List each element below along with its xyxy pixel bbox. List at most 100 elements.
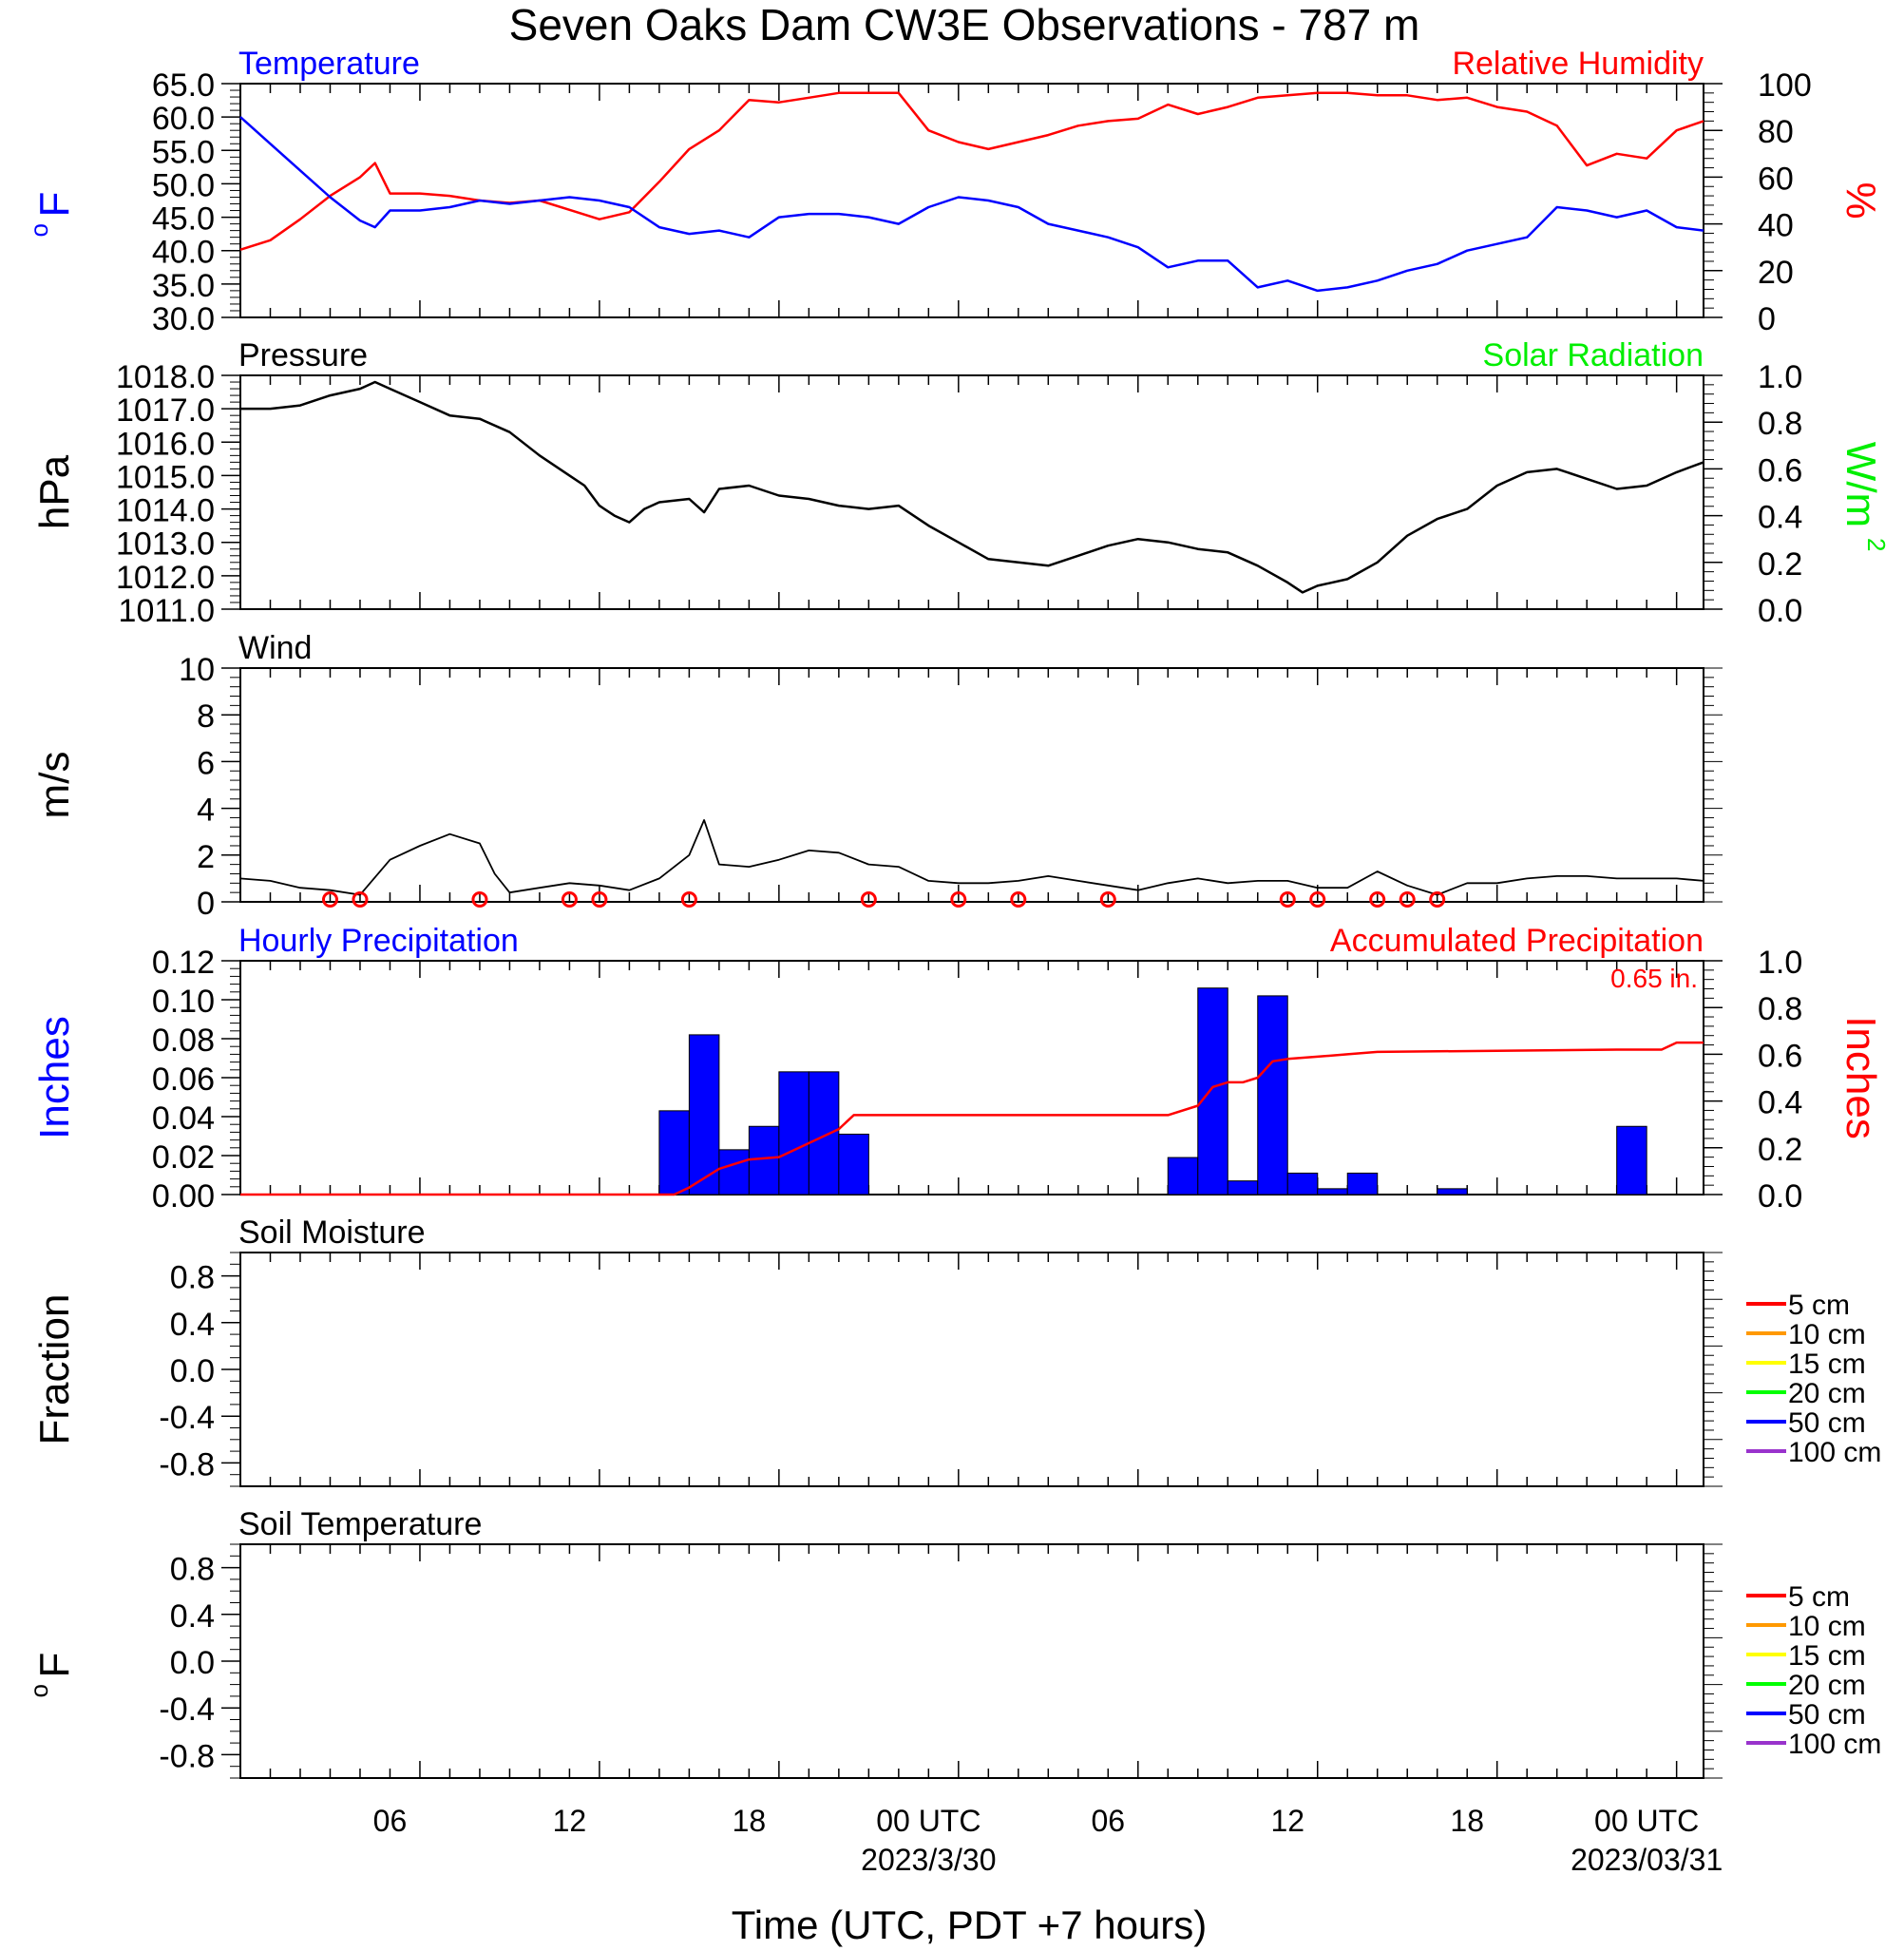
wind-calm-marker bbox=[1099, 891, 1116, 909]
wind-calm-marker bbox=[321, 891, 338, 909]
wind-calm-marker bbox=[1010, 891, 1027, 909]
precip-right-unit-text: Inches bbox=[1837, 1016, 1884, 1139]
wind-ytick-label: 8 bbox=[197, 698, 215, 735]
soil_moisture-ytick-label: 0.8 bbox=[170, 1260, 215, 1296]
precip-ytick-right-label: 1.0 bbox=[1758, 945, 1802, 981]
soil_temp-legend-label: 10 cm bbox=[1788, 1611, 1866, 1642]
precip-ytick-right-label: 0.8 bbox=[1758, 991, 1802, 1027]
wind-calm-marker bbox=[591, 891, 608, 909]
pressure-right-title: Solar Radiation bbox=[1483, 337, 1704, 373]
soil_moisture-legend-label: 5 cm bbox=[1788, 1290, 1850, 1321]
pressure-left-unit-text: hPa bbox=[31, 454, 78, 529]
pressure-ytick-label: 1011.0 bbox=[119, 593, 215, 629]
precip-bar bbox=[718, 1149, 750, 1195]
precip-right-unit: Inches bbox=[1837, 1016, 1884, 1139]
temp-ytick-right-label: 20 bbox=[1758, 255, 1794, 291]
soil_temp-ytick-label: 0.0 bbox=[170, 1645, 215, 1681]
wind-frame bbox=[239, 667, 1704, 903]
panel-stack: 65.060.055.050.045.040.035.030.010080604… bbox=[25, 46, 1891, 1779]
wind-calm-marker bbox=[950, 891, 967, 909]
temp-ytick-label: 40.0 bbox=[152, 235, 215, 271]
precip-ytick-label: 0.06 bbox=[152, 1062, 215, 1098]
precip-left-unit: Inches bbox=[31, 1016, 78, 1139]
rh-line bbox=[239, 91, 1704, 251]
precip-bar bbox=[1346, 1172, 1379, 1195]
wind-calm-marker bbox=[680, 891, 697, 909]
precip-ytick-right-label: 0.6 bbox=[1758, 1038, 1802, 1074]
precip-left-title: Hourly Precipitation bbox=[238, 923, 519, 959]
precip-bar bbox=[1317, 1188, 1348, 1195]
wind-ytick-label: 4 bbox=[197, 793, 215, 829]
precip-bar bbox=[658, 1110, 690, 1195]
wind-speed-line bbox=[239, 819, 1704, 896]
soil_temp-ytick-label: 0.4 bbox=[170, 1598, 215, 1635]
soil_moisture-ytick-label: -0.4 bbox=[159, 1400, 215, 1436]
pressure-ytick-right-label: 1.0 bbox=[1758, 359, 1802, 395]
pressure-ytick-right-label: 0.6 bbox=[1758, 452, 1802, 488]
soil_moisture-left-title: Soil Moisture bbox=[238, 1215, 426, 1251]
x-tick-label: 12 bbox=[1270, 1804, 1304, 1838]
soil_moisture-legend-label: 15 cm bbox=[1788, 1348, 1866, 1380]
soil_temp-ytick-label: -0.8 bbox=[159, 1738, 215, 1774]
wind-ytick-label: 10 bbox=[179, 652, 215, 688]
x-tick-label: 06 bbox=[1091, 1804, 1125, 1838]
pressure-ytick-label: 1013.0 bbox=[116, 526, 215, 563]
precip-bar bbox=[1437, 1188, 1468, 1195]
accum-precip-line bbox=[240, 1041, 1704, 1196]
precip-bar bbox=[838, 1133, 869, 1195]
pressure-line bbox=[240, 380, 1704, 594]
soil_temp-left-unit: Fo bbox=[25, 1653, 78, 1698]
soil_moisture-ytick-label: 0.4 bbox=[170, 1307, 215, 1343]
soil_moisture-frame bbox=[239, 1252, 1704, 1487]
temp-ytick-label: 60.0 bbox=[152, 101, 215, 137]
temp-ytick-label: 35.0 bbox=[152, 268, 215, 304]
temp-ytick-right-label: 80 bbox=[1758, 114, 1794, 150]
temp-ytick-right-label: 100 bbox=[1758, 67, 1812, 104]
precip-left-unit-text: Inches bbox=[31, 1016, 78, 1139]
wind-left-unit-text: m/s bbox=[31, 752, 78, 819]
pressure-frame bbox=[239, 374, 1704, 610]
pressure-ytick-label: 1014.0 bbox=[116, 493, 215, 529]
pressure-left-title: Pressure bbox=[238, 337, 368, 373]
precip-bar bbox=[748, 1125, 780, 1195]
precip-ytick-right-label: 0.4 bbox=[1758, 1085, 1802, 1121]
soil_moisture-left-unit: Fraction bbox=[31, 1294, 78, 1445]
temp-ytick-label: 55.0 bbox=[152, 134, 215, 170]
precip-bar bbox=[1227, 1180, 1259, 1195]
wind-ytick-label: 6 bbox=[197, 745, 215, 781]
pressure-right-unit: W/m 2 bbox=[1837, 442, 1891, 552]
precip-ytick-label: 0.08 bbox=[152, 1023, 215, 1059]
x-tick-label: 12 bbox=[553, 1804, 587, 1838]
precip-bar bbox=[1286, 1172, 1319, 1195]
time-axis: 06 12 18 00 UTC 2023/3/30 06 12 18 00 UTC 2023/03… bbox=[373, 1804, 1723, 1877]
temp-left-unit-text: F bbox=[31, 192, 78, 218]
temp-left-unit: Fo bbox=[25, 192, 78, 238]
precip-frame bbox=[239, 960, 1704, 1195]
soil_temp-left-title: Soil Temperature bbox=[238, 1506, 482, 1542]
precip-bar bbox=[1167, 1157, 1199, 1195]
temp-left-unit-degree: o bbox=[25, 223, 53, 237]
precip-bar bbox=[688, 1034, 720, 1195]
pressure-ytick-right-label: 0.2 bbox=[1758, 546, 1802, 583]
pressure-right-unit-superscript: 2 bbox=[1862, 538, 1891, 551]
wind-calm-marker bbox=[1369, 891, 1386, 909]
precip-ytick-label: 0.10 bbox=[152, 984, 215, 1020]
soil_moisture-legend-label: 20 cm bbox=[1788, 1378, 1866, 1409]
wind-ytick-label: 0 bbox=[197, 886, 215, 922]
soil_temp-legend-label: 20 cm bbox=[1788, 1670, 1866, 1701]
pressure-ytick-right-label: 0.0 bbox=[1758, 593, 1802, 629]
soil_temp-legend-label: 5 cm bbox=[1788, 1581, 1850, 1613]
soil_moisture-ytick-label: -0.8 bbox=[159, 1446, 215, 1482]
pressure-ytick-right-label: 0.8 bbox=[1758, 406, 1802, 442]
wind-left-unit: m/s bbox=[31, 752, 78, 819]
x-axis-label: Time (UTC, PDT +7 hours) bbox=[732, 1903, 1208, 1947]
x-tick-label: 00 UTC bbox=[876, 1804, 981, 1838]
pressure-ytick-right-label: 0.4 bbox=[1758, 500, 1802, 536]
precip-ytick-right-label: 0.2 bbox=[1758, 1132, 1802, 1168]
precip-ytick-label: 0.02 bbox=[152, 1139, 215, 1176]
wind-calm-marker bbox=[860, 891, 877, 909]
pressure-left-unit: hPa bbox=[31, 454, 78, 529]
temp-ytick-label: 65.0 bbox=[152, 67, 215, 104]
temp-ytick-label: 50.0 bbox=[152, 167, 215, 203]
